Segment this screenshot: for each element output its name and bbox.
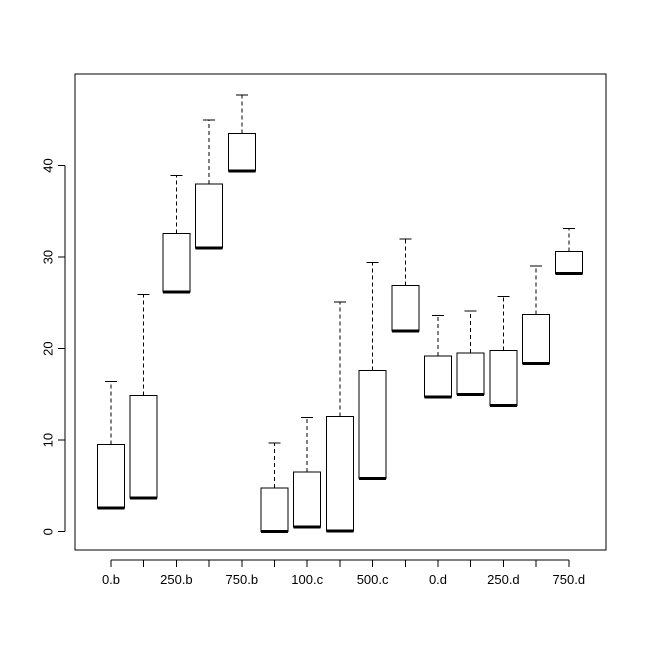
- box-rect: [260, 487, 289, 533]
- box-250.b: [162, 175, 191, 294]
- box-750.c: [391, 238, 420, 333]
- box-rect: [129, 394, 158, 499]
- plot-frame: [74, 73, 607, 551]
- x-tick-label: 750.d: [553, 572, 586, 587]
- box-rect: [195, 183, 224, 249]
- box-rect: [456, 352, 485, 395]
- box-rect: [489, 349, 518, 406]
- boxes: [97, 94, 583, 534]
- x-tick-label: 250.b: [160, 572, 193, 587]
- x-tick-label: 750.b: [226, 572, 259, 587]
- box-rect: [293, 471, 322, 528]
- box-rect: [358, 370, 387, 480]
- box-rect: [162, 232, 191, 293]
- box-0.b: [97, 381, 125, 510]
- y-axis: 0 10 20 30 40: [40, 158, 66, 535]
- box-500.b: [195, 119, 224, 250]
- box-750.d: [554, 228, 583, 276]
- box-rect: [391, 284, 420, 332]
- box-750.b: [227, 94, 256, 173]
- box-125.d: [456, 310, 485, 396]
- box-rect: [97, 444, 125, 509]
- x-axis: 0.b 250.b 750.b 100.c 500.c 0.d 250.d 750.d: [102, 559, 586, 587]
- box-0.c: [260, 442, 289, 534]
- box-rect: [554, 251, 583, 275]
- box-250.d: [489, 295, 518, 407]
- y-tick-label: 0: [40, 528, 55, 535]
- box-500.d: [522, 265, 551, 365]
- x-tick-label: 250.d: [487, 572, 520, 587]
- box-0.d: [424, 315, 452, 399]
- x-tick-label: 100.c: [291, 572, 323, 587]
- y-tick-label: 10: [40, 433, 55, 447]
- x-tick-label: 500.c: [357, 572, 389, 587]
- box-rect: [227, 133, 256, 172]
- x-tick-label: 0.b: [102, 572, 120, 587]
- y-tick-label: 20: [40, 341, 55, 355]
- x-tick-label: 0.d: [429, 572, 447, 587]
- box-rect: [522, 314, 551, 364]
- box-rect: [424, 355, 452, 398]
- y-tick-label: 40: [40, 158, 55, 172]
- box-125.b: [129, 294, 158, 500]
- box-rect: [325, 415, 354, 532]
- box-250.c: [325, 301, 354, 533]
- box-100.c: [293, 416, 322, 529]
- box-500.c: [358, 262, 387, 481]
- y-tick-label: 30: [40, 250, 55, 264]
- plot-border: [74, 73, 607, 551]
